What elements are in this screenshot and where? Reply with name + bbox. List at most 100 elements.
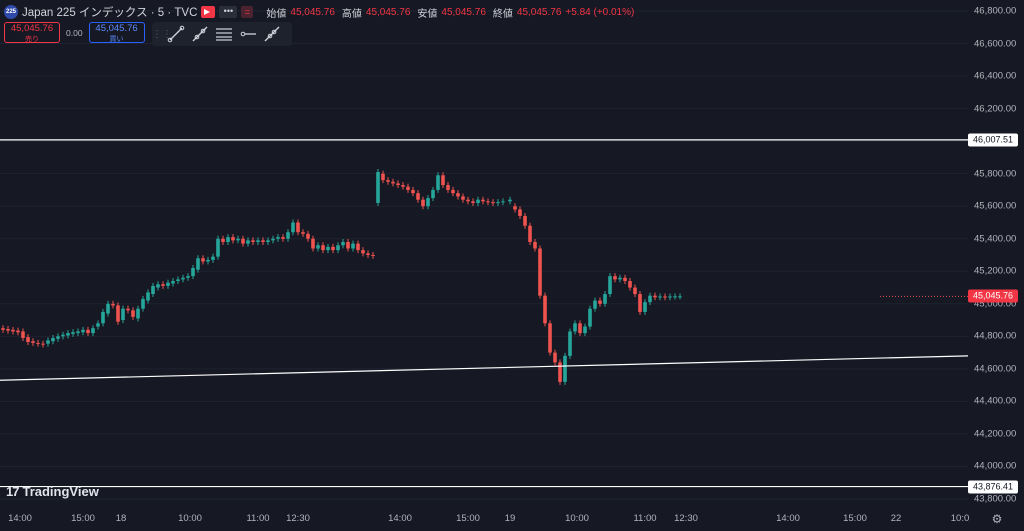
candle-body: [471, 201, 475, 203]
candle-body: [236, 238, 240, 241]
candle-body: [501, 201, 505, 203]
candle-body: [441, 175, 445, 186]
candle-body: [186, 276, 190, 278]
candle-body: [16, 330, 20, 333]
buy-label: 買い: [109, 36, 124, 43]
drawing-toolbar: ⋮⋮: [152, 22, 292, 46]
line-price-badge[interactable]: 46,007.51: [968, 133, 1018, 147]
symbol-logo-icon: 225: [4, 5, 18, 19]
low-value: 45,045.76: [441, 6, 486, 18]
time-label: 10:0: [950, 513, 970, 524]
candle-body: [176, 279, 180, 282]
tradingview-logo[interactable]: 17 TradingView: [6, 484, 99, 499]
candle-body: [426, 198, 430, 207]
gear-icon[interactable]: ⚙: [991, 512, 1003, 526]
candle-body: [36, 342, 40, 344]
candle-body: [291, 222, 295, 233]
symbol-name[interactable]: Japan 225 インデックス · 5 · TVC: [22, 7, 198, 19]
candle-body: [491, 202, 495, 204]
candle-body: [101, 311, 105, 324]
time-label: 10:00: [565, 513, 589, 524]
candle-body: [271, 238, 275, 241]
candle-body: [361, 250, 365, 254]
candle-body: [411, 189, 415, 194]
time-axis[interactable]: ⚙ 14:00 15:00 18 10:00 11:00 12:30 14:00 15:00 1…: [0, 508, 1024, 531]
candle-body: [618, 277, 622, 280]
candle-body: [41, 343, 45, 345]
sell-button[interactable]: 45,045.76 売り: [4, 22, 60, 43]
candle-body: [136, 308, 140, 319]
candle-body: [678, 296, 682, 298]
candle-body: [496, 202, 500, 204]
candle-body: [206, 259, 210, 262]
candle-body: [226, 237, 230, 242]
candle-body: [381, 173, 385, 181]
candle-body: [276, 237, 280, 239]
compare-icon[interactable]: =: [241, 6, 254, 18]
candle-body: [421, 199, 425, 207]
candle-body: [11, 329, 15, 332]
candle-body: [518, 209, 522, 216]
parallel-channel-icon[interactable]: [212, 22, 236, 46]
candle-body: [191, 268, 195, 277]
candle-body: [6, 329, 10, 331]
candle-body: [221, 238, 225, 242]
trend-line-icon[interactable]: [164, 22, 188, 46]
time-label: 18: [115, 513, 127, 524]
tradingview-mark-icon: 17: [6, 484, 20, 499]
price-chart[interactable]: [0, 0, 968, 508]
candle-body: [81, 329, 85, 333]
more-options-button[interactable]: •••: [219, 6, 238, 18]
line-price-badge[interactable]: 43,876.41: [968, 480, 1018, 494]
time-label: 10:00: [178, 513, 202, 524]
candle-body: [533, 241, 537, 249]
candle-body: [216, 238, 220, 257]
spread-value: 0.00: [66, 27, 83, 38]
candle-body: [653, 295, 657, 298]
candle-body: [548, 323, 552, 353]
drag-handle-icon[interactable]: ⋮⋮: [152, 28, 172, 40]
buy-button[interactable]: 45,045.76 買い: [88, 22, 145, 43]
candle-body: [346, 241, 350, 249]
time-label: 12:30: [674, 513, 698, 524]
candle-body: [558, 362, 562, 382]
candle-body: [341, 241, 345, 246]
time-label: 22: [890, 513, 902, 524]
candle-body: [528, 225, 532, 242]
last-price-badge[interactable]: 45,045.76: [968, 289, 1018, 303]
candle-body: [31, 341, 35, 343]
candle-body: [331, 246, 335, 251]
candle-body: [306, 233, 310, 239]
candle-body: [241, 238, 245, 244]
time-label: 14:00: [388, 513, 412, 524]
price-tick: 44,400.00: [974, 395, 1017, 407]
candle-body: [668, 296, 672, 298]
candle-body: [416, 193, 420, 200]
candle-body: [301, 232, 305, 234]
candle-body: [286, 232, 290, 239]
time-label: 14:00: [776, 513, 800, 524]
horizontal-ray-icon[interactable]: [236, 22, 260, 46]
sell-price: 45,045.76: [10, 23, 54, 34]
candle-body: [461, 196, 465, 200]
candle-body: [508, 199, 512, 202]
candle-body: [658, 296, 662, 298]
candle-body: [543, 295, 547, 324]
price-tick: 46,200.00: [974, 103, 1017, 115]
flag-icon[interactable]: [201, 6, 216, 18]
candle-body: [486, 201, 490, 203]
symbol-legend: 225 Japan 225 インデックス · 5 · TVC ••• = 始値 4…: [4, 4, 634, 20]
time-label: 19: [504, 513, 516, 524]
candle-body: [86, 329, 90, 334]
candle-body: [256, 240, 260, 242]
candle-body: [513, 206, 517, 210]
price-scale[interactable]: 46,800.00 46,600.00 46,400.00 46,200.00 46,0…: [968, 0, 1024, 508]
candle-body: [376, 172, 380, 203]
ray-icon[interactable]: [188, 22, 212, 46]
candle-body: [61, 334, 65, 337]
trade-panel: 45,045.76 売り 0.00 45,045.76 買い: [4, 22, 145, 43]
price-tick: 46,600.00: [974, 38, 1017, 50]
candle-body: [211, 256, 215, 260]
candle-body: [481, 199, 485, 202]
extended-line-icon[interactable]: [260, 22, 284, 46]
